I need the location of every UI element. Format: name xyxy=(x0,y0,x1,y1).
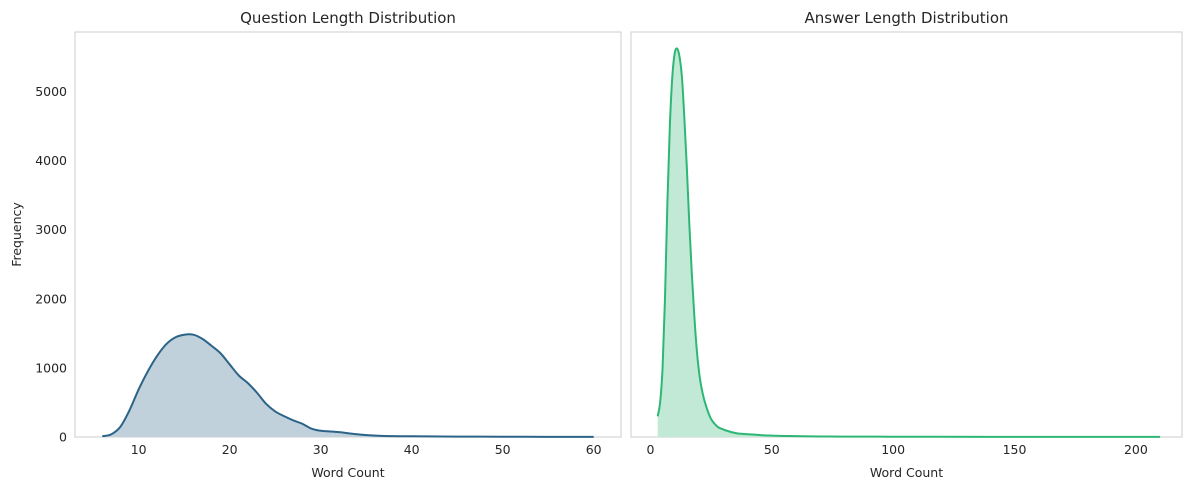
x-tick-labels: 10 20 30 40 50 60 xyxy=(131,442,602,457)
x-axis-label: Word Count xyxy=(311,465,384,480)
x-tick-label: 20 xyxy=(222,442,238,457)
question-length-panel: 10 20 30 40 50 60 0 1000 2000 3000 4000 5000 Quest… xyxy=(9,9,622,480)
x-tick-label: 200 xyxy=(1124,442,1148,457)
x-tick-label: 50 xyxy=(764,442,780,457)
x-tick-label: 100 xyxy=(881,442,905,457)
series-line xyxy=(102,333,594,438)
x-tick-label: 40 xyxy=(404,442,420,457)
x-tick-labels: 0 50 100 150 200 xyxy=(646,442,1147,457)
x-tick-label: 0 xyxy=(646,442,654,457)
y-tick-label: 5000 xyxy=(35,84,67,99)
y-tick-labels: 0 1000 2000 3000 4000 5000 xyxy=(35,84,67,445)
x-tick-label: 60 xyxy=(586,442,602,457)
y-tick-label: 3000 xyxy=(35,222,67,237)
y-tick-label: 0 xyxy=(59,430,67,445)
y-tick-label: 2000 xyxy=(35,291,67,306)
answer-length-panel: 0 50 100 150 200 Answer Length Distribution … xyxy=(630,9,1183,480)
x-tick-label: 50 xyxy=(495,442,511,457)
chart-title: Answer Length Distribution xyxy=(804,9,1008,27)
x-axis-label: Word Count xyxy=(870,465,943,480)
y-tick-label: 4000 xyxy=(35,153,67,168)
chart-title: Question Length Distribution xyxy=(240,9,456,27)
x-tick-label: 150 xyxy=(1003,442,1027,457)
y-axis-label: Frequency xyxy=(9,202,24,267)
x-tick-label: 10 xyxy=(131,442,147,457)
series-line xyxy=(656,47,1161,438)
y-tick-label: 1000 xyxy=(35,360,67,375)
x-tick-label: 30 xyxy=(313,442,329,457)
